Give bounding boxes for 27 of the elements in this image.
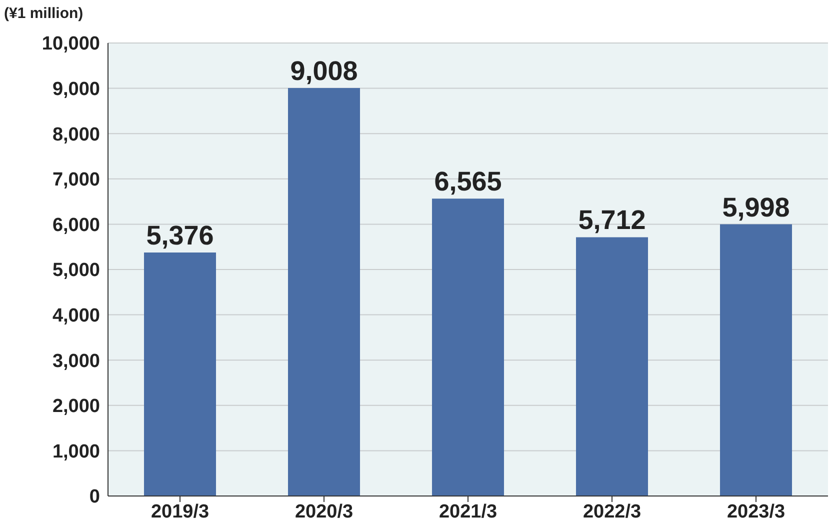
bar bbox=[576, 237, 648, 496]
bar bbox=[720, 224, 792, 496]
bar bbox=[144, 252, 216, 496]
data-label: 9,008 bbox=[290, 56, 358, 86]
data-label: 5,376 bbox=[146, 220, 214, 250]
y-tick-label: 2,000 bbox=[52, 396, 100, 418]
bar bbox=[288, 88, 360, 496]
x-tick-label: 2019/3 bbox=[150, 501, 210, 522]
data-label: 5,998 bbox=[722, 192, 790, 222]
y-tick-label: 3,000 bbox=[52, 350, 100, 372]
x-tick-label: 2021/3 bbox=[438, 501, 498, 522]
y-tick-label: 4,000 bbox=[52, 306, 100, 327]
y-tick-label: 7,000 bbox=[52, 170, 100, 191]
bar bbox=[432, 198, 504, 496]
data-label: 5,712 bbox=[578, 205, 646, 236]
y-tick-label: 1,000 bbox=[52, 441, 100, 462]
x-tick-label: 2023/3 bbox=[726, 501, 786, 522]
y-tick-label: 5,000 bbox=[52, 260, 100, 282]
y-tick-label: 10,000 bbox=[42, 34, 100, 55]
y-tick-label: 0 bbox=[89, 486, 100, 508]
x-tick-label: 2020/3 bbox=[294, 501, 354, 522]
y-tick-label: 6,000 bbox=[52, 214, 100, 236]
x-tick-label: 2022/3 bbox=[582, 501, 642, 522]
y-tick-label: 9,000 bbox=[52, 79, 100, 100]
y-axis-title: (¥1 million) bbox=[4, 5, 84, 22]
data-label: 6,565 bbox=[434, 166, 502, 197]
y-tick-label: 8,000 bbox=[52, 124, 100, 146]
